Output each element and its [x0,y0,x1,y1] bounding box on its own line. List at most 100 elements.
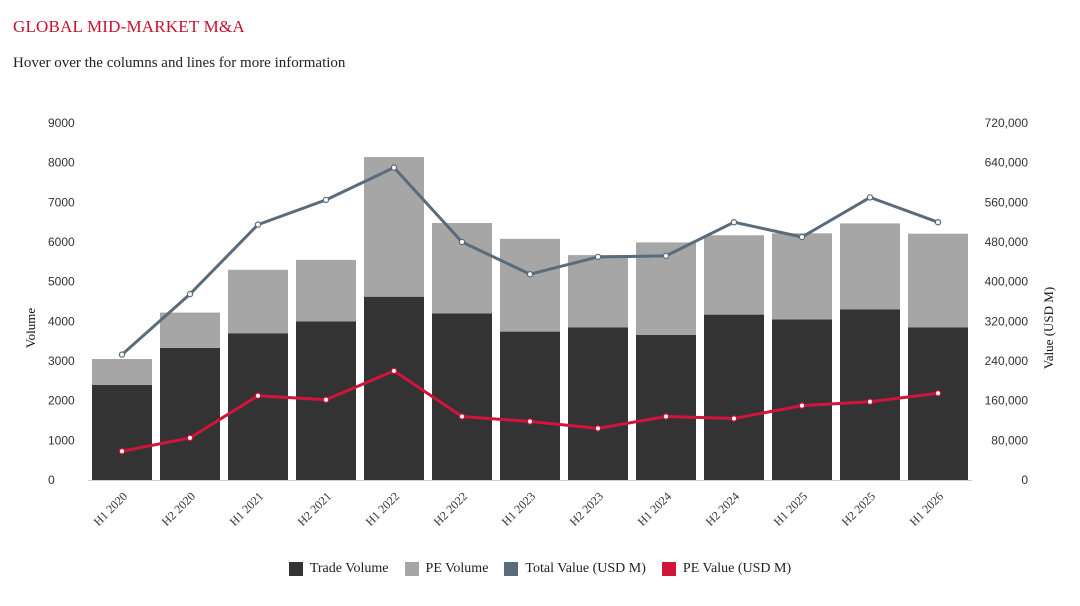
total-value-point[interactable] [118,351,126,358]
pe-value-point[interactable] [322,396,330,403]
legend-item-pe-value[interactable]: PE Value (USD M) [661,561,792,577]
total-value-point[interactable] [458,238,466,246]
y-left-tick-label: 9000 [48,116,75,130]
total-value-point[interactable] [730,218,738,226]
y-left-tick-label: 8000 [48,156,75,170]
trade-volume-bar[interactable] [364,296,424,480]
pe-volume-bar[interactable] [500,238,560,332]
pe-value-point[interactable] [866,398,874,405]
total-value-point[interactable] [390,164,398,171]
y-right-tick-label: 0 [1021,473,1028,487]
y-right-tick-label: 720,000 [985,116,1029,130]
pe-volume-swatch-icon [404,562,419,576]
y-right-tick-label: 640,000 [985,156,1029,170]
pe-value-point[interactable] [186,434,194,442]
pe-value-point[interactable] [118,448,126,455]
total-value-point[interactable] [254,221,262,228]
y-left-tick-label: 5000 [48,275,75,289]
pe-volume-bar[interactable] [840,223,900,310]
pe-volume-bar[interactable] [92,359,152,385]
y-left-tick-label: 3000 [48,354,75,368]
trade-volume-bar[interactable] [432,313,492,480]
legend: Trade Volume PE Volume Total Value (USD … [0,561,1080,577]
pe-value-point[interactable] [662,413,670,420]
chart-title: GLOBAL MID-MARKET M&A [13,17,245,36]
pe-value-point[interactable] [934,390,942,397]
total-value-point[interactable] [526,271,534,278]
x-tick-label: H1 2023 [499,489,538,528]
total-value-point[interactable] [594,253,602,261]
x-tick-label: H2 2023 [567,489,606,528]
y-right-tick-label: 320,000 [985,314,1029,328]
trade-volume-bar[interactable] [500,331,560,480]
legend-item-total-value[interactable]: Total Value (USD M) [504,561,646,577]
trade-volume-bar[interactable] [908,327,968,480]
y-left-tick-label: 4000 [48,314,75,328]
legend-item-pe-volume[interactable]: PE Volume [404,561,489,577]
total-value-point[interactable] [798,233,806,241]
y-right-axis-title: Value (USD M) [1041,287,1056,369]
total-value-point[interactable] [866,194,874,201]
x-tick-label: H1 2024 [635,489,674,528]
chart-subtitle: Hover over the columns and lines for mor… [13,55,346,71]
y-right-tick-label: 560,000 [985,195,1029,209]
pe-volume-bar[interactable] [908,233,968,328]
trade-volume-bar[interactable] [840,309,900,480]
legend-label: PE Value (USD M) [682,561,792,576]
lines-layer [118,164,942,455]
x-tick-label: H1 2021 [227,489,266,528]
y-right-tick-label: 480,000 [985,235,1029,249]
x-tick-label: H1 2020 [91,489,130,528]
pe-value-swatch-icon [661,562,676,576]
pe-value-point[interactable] [526,418,534,425]
trade-volume-bar[interactable] [228,333,288,480]
pe-volume-bar[interactable] [704,235,764,315]
trade-volume-bar[interactable] [160,347,220,480]
pe-volume-bar[interactable] [296,259,356,322]
y-right-tick-label: 80,000 [991,433,1028,447]
pe-value-point[interactable] [254,392,262,399]
y-left-tick-label: 0 [48,473,55,487]
pe-value-point[interactable] [458,413,466,420]
total-value-point[interactable] [322,196,330,204]
total-value-point[interactable] [934,218,942,226]
pe-value-point[interactable] [594,425,602,432]
pe-volume-bar[interactable] [364,157,424,297]
x-tick-label: H1 2022 [363,489,402,528]
x-tick-label: H2 2024 [703,489,742,528]
legend-label: Trade Volume [309,561,389,576]
x-tick-label: H2 2025 [839,489,878,528]
bars-layer [92,157,968,480]
trade-volume-bar[interactable] [92,384,152,480]
y-left-tick-label: 2000 [48,394,75,408]
total-value-swatch-icon [504,562,519,576]
y-right-tick-label: 240,000 [985,354,1029,368]
total-value-point[interactable] [186,290,194,298]
pe-volume-bar[interactable] [568,255,628,328]
legend-label: Total Value (USD M) [525,561,646,576]
trade-volume-bar[interactable] [568,327,628,480]
total-value-point[interactable] [662,252,670,260]
legend-label: PE Volume [425,561,489,576]
trade-volume-bar[interactable] [704,314,764,480]
trade-volume-bar[interactable] [772,319,832,480]
pe-value-point[interactable] [730,415,738,422]
legend-item-trade-volume[interactable]: Trade Volume [288,561,389,577]
pe-volume-bar[interactable] [160,312,220,348]
mid-market-chart: 0 1000 2000 3000 4000 5000 6000 7000 8000 9000 0 80… [23,116,1056,529]
pe-value-point[interactable] [390,367,398,375]
trade-volume-bar[interactable] [636,334,696,480]
pe-volume-bar[interactable] [772,233,832,320]
trade-volume-swatch-icon [288,562,303,576]
x-tick-label: H1 2025 [771,489,810,528]
pe-value-point[interactable] [798,402,806,409]
y-left-tick-label: 6000 [48,235,75,249]
pe-volume-bar[interactable] [228,269,288,334]
y-right-tick-label: 160,000 [985,394,1029,408]
y-left-axis-title: Volume [23,308,38,348]
pe-volume-bar[interactable] [432,223,492,314]
y-right-tick-label: 400,000 [985,275,1029,289]
x-tick-label: H2 2022 [431,489,470,528]
x-tick-label: H2 2020 [159,489,198,528]
x-tick-label: H2 2021 [295,489,334,528]
